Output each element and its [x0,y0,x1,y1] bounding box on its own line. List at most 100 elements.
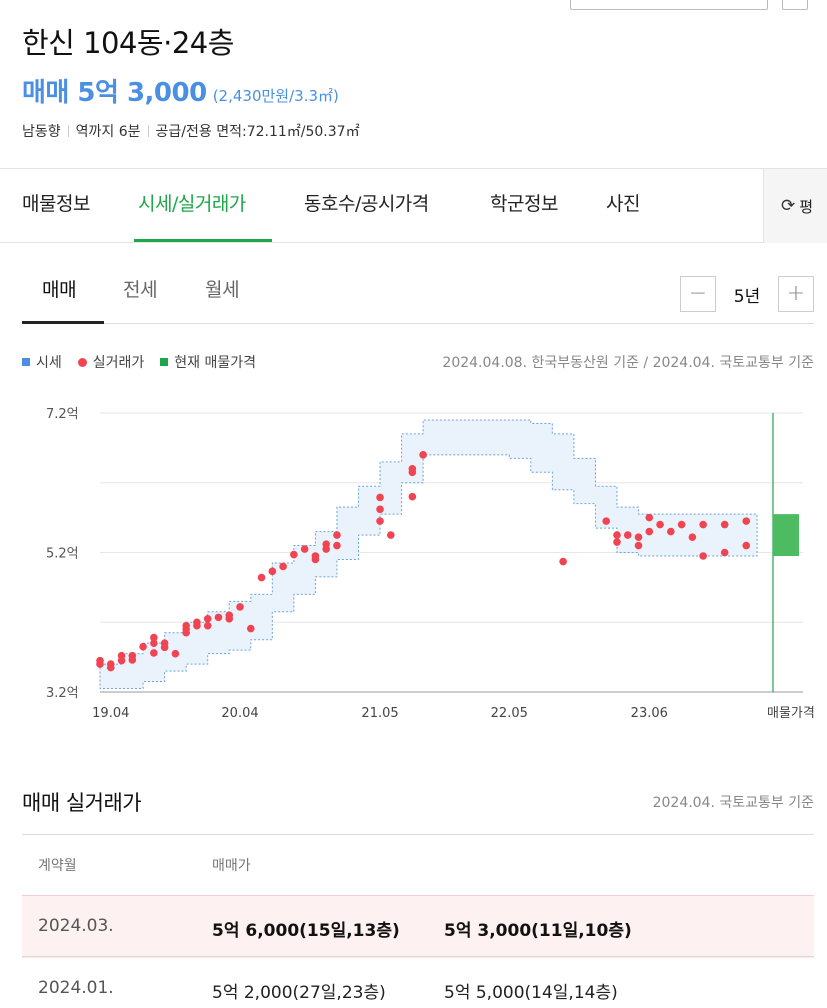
subtab-jeonse[interactable]: 전세 [123,279,158,301]
transaction-point [139,642,147,651]
close-icon[interactable]: ✕ [782,0,808,10]
deal-type-tabs: 매매 전세 월세 − 5년 + [22,262,814,324]
transaction-point [128,656,137,664]
transaction-point [742,541,751,550]
x-tick-label: 22.05 [491,706,528,721]
transaction-point [645,527,654,536]
legend-label: 실거래가 [92,355,145,371]
x-tick-label-listing: 매물가격 [767,706,815,721]
info-area: 공급/전용 면적:72.11㎡/50.37㎡ [155,124,360,140]
column-header-price: 매매가 [212,858,251,874]
transaction-point [720,520,729,529]
info-direction: 남동향 [22,124,61,140]
transaction-point [236,603,244,611]
row-month: 2024.01. [38,978,114,998]
transaction-table: 계약월 매매가 2024.03. 5억 6,000(15일,13층) 5억 3,… [22,834,814,1008]
page-title: 한신 104동·24층 [22,26,234,60]
transaction-point [559,557,567,566]
tab-listing-info[interactable]: 매물정보 [22,193,90,215]
transaction-point [667,527,675,536]
transaction-point [268,567,277,576]
transaction-point [311,552,320,560]
period-increase-button[interactable]: + [778,276,814,312]
active-subtab-indicator [22,321,104,324]
y-tick-label: 3.2억 [46,686,79,701]
transaction-point [96,656,104,665]
refresh-label: 평 [799,197,814,216]
transaction-point [225,611,234,620]
transaction-point [290,550,298,559]
transaction-point [300,545,309,553]
period-decrease-button[interactable]: − [680,276,716,312]
refresh-button[interactable]: ⟳ 평 [763,169,827,243]
x-tick-label: 20.04 [221,706,258,721]
divider [67,125,69,137]
transaction-point [613,531,621,539]
table-row[interactable]: 2024.03. 5억 6,000(15일,13층) 5억 3,000(11일,… [22,895,814,957]
transaction-point [387,531,395,539]
subtab-sale[interactable]: 매매 [42,279,77,301]
table-header: 계약월 매매가 [22,835,814,895]
transaction-point [634,541,643,550]
info-station: 역까지 6분 [75,124,141,140]
price-chart: 7.2억 5.2억 3.2억 19.04 20.04 21.05 22.05 23.06 매물가… [46,407,815,721]
transaction-point [246,624,255,633]
transaction-point [182,621,190,630]
transaction-point [688,533,697,541]
y-tick-label: 7.2억 [46,407,79,422]
price-per-area: (2,430만원/3.3㎡) [212,87,339,105]
transaction-point [117,651,126,660]
chart-legend: 시세 실거래가 현재 매물가격 [22,352,272,372]
transaction-point [322,540,330,548]
tab-price-history[interactable]: 시세/실거래가 [138,193,246,215]
transaction-point [645,513,654,522]
row-price: 5억 5,000(14일,14층) [444,983,618,1003]
tab-unit-price[interactable]: 동호수/공시가격 [304,193,429,215]
main-tabs: 매물정보 시세/실거래가 동호수/공시가격 학군정보 사진 ⟳ 평 [0,168,827,243]
transaction-point [203,621,212,630]
price-row: 매매 5억 3,000 (2,430만원/3.3㎡) [22,72,339,109]
transaction-point [656,520,664,529]
x-tick-label: 19.04 [92,706,129,721]
transaction-point [160,639,169,647]
table-row[interactable]: 2024.01. 5억 2,000(27일,23층) 5억 5,000(14일,… [22,957,814,1008]
column-header-month: 계약월 [38,858,77,874]
legend-square-icon [22,358,30,366]
legend-dot-icon [77,357,87,367]
transaction-point [171,649,180,658]
legend-label: 현재 매물가격 [174,355,257,371]
legend-item-listing: 현재 매물가격 [160,352,256,372]
row-price: 5억 3,000(11일,10층) [444,921,632,941]
transaction-point [720,548,729,557]
chart-source: 2024.04.08. 한국부동산원 기준 / 2024.04. 국토교통부 기… [442,355,814,371]
transaction-point [203,614,212,623]
y-tick-label: 5.2억 [46,547,79,562]
transaction-point [634,533,643,541]
tab-photos[interactable]: 사진 [606,193,640,215]
legend-square-icon [160,358,169,366]
transaction-point [613,538,621,546]
transaction-point [150,649,158,657]
transaction-point [333,531,341,539]
x-tick-label: 21.05 [361,706,398,721]
market-price-band [99,419,758,690]
x-tick-label: 23.06 [631,706,668,721]
transaction-point [376,493,384,502]
transaction-point [699,520,707,529]
transaction-point [106,660,115,668]
transaction-point [279,562,287,571]
transaction-point [257,573,266,582]
transaction-point [623,531,632,539]
tab-school-info[interactable]: 학군정보 [490,193,558,215]
subtab-monthly-rent[interactable]: 월세 [205,279,240,301]
refresh-icon: ⟳ [781,196,796,216]
row-price: 5억 6,000(15일,13층) [212,921,400,941]
period-value: 5년 [733,286,761,307]
transaction-point [677,520,686,529]
legend-item-market: 시세 [22,352,62,372]
transaction-point [333,541,341,550]
top-select[interactable] [570,0,768,10]
transaction-point [602,517,611,525]
divider [147,125,149,137]
transaction-point [742,517,751,525]
